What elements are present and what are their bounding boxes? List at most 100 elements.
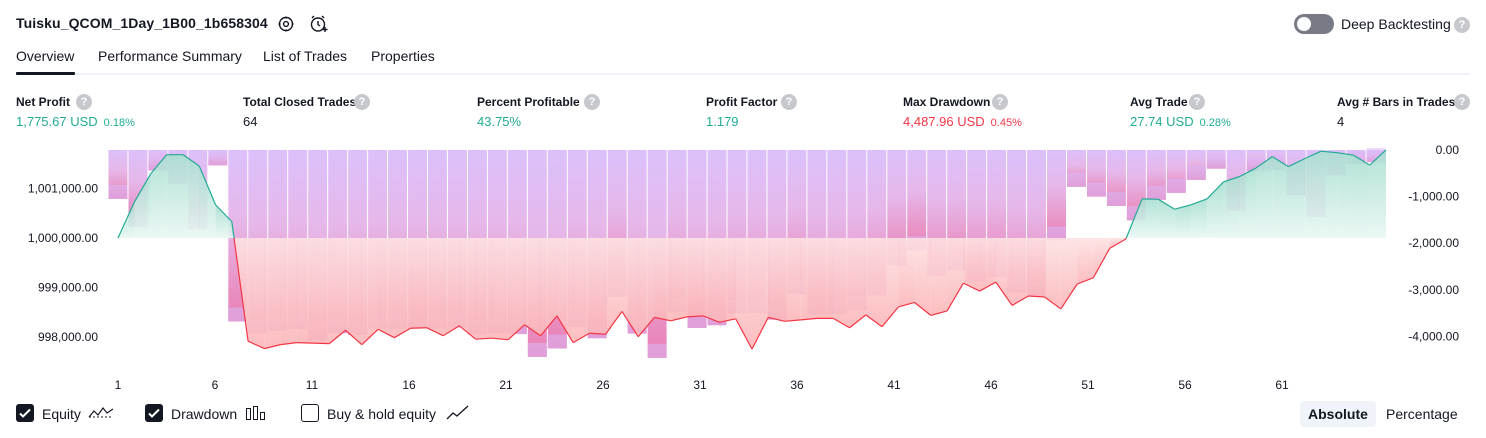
percentage-button[interactable]: Percentage (1378, 401, 1466, 427)
x-axis-tick-label: 11 (306, 378, 319, 392)
drawdown-bar-cap (1187, 166, 1206, 180)
equity-area-segment (768, 238, 784, 321)
drawdown-checkbox[interactable] (145, 404, 163, 422)
avg-bars-help-icon[interactable]: ? (1454, 94, 1470, 110)
equity-area-segment (1321, 151, 1337, 238)
metric-total-closed-trades-label: Total Closed Trades (243, 95, 356, 109)
equity-area-segment (524, 238, 540, 336)
x-axis-tick-label: 1 (115, 378, 122, 392)
equity-drawdown-chart: 1,001,000.00 1,000,000.00 999,000.00 998,00… (0, 140, 1486, 395)
drawdown-bar-cap (1207, 155, 1226, 169)
equity-area-segment (1288, 159, 1304, 238)
net-profit-help-icon[interactable]: ? (76, 94, 92, 110)
equity-area-segment (589, 238, 605, 334)
equity-area-segment (1061, 238, 1077, 309)
equity-area-segment (573, 238, 589, 343)
equity-area-segment (1337, 153, 1353, 238)
drawdown-bar-cap (109, 185, 128, 199)
drawdown-bar-cap (528, 343, 547, 357)
active-tab-indicator (16, 72, 75, 75)
legend-drawdown[interactable]: Drawdown (145, 404, 270, 424)
settings-gear-icon[interactable] (276, 14, 296, 34)
drawdown-bar (907, 150, 926, 250)
equity-area-segment (1272, 157, 1288, 238)
metric-percent-profitable-value: 43.75% (477, 114, 521, 129)
equity-area-segment (866, 238, 882, 327)
metric-max-drawdown-label: Max Drawdown (903, 95, 990, 109)
buy-hold-line-icon (446, 404, 470, 422)
metric-percent-profitable-label: Percent Profitable (477, 95, 580, 109)
buy-hold-checkbox[interactable] (301, 404, 319, 422)
tab-list-of-trades[interactable]: List of Trades (263, 48, 347, 64)
drawdown-bar-cap (1087, 183, 1106, 197)
x-axis-tick-label: 61 (1275, 378, 1289, 392)
deep-backtesting-help-icon[interactable]: ? (1454, 17, 1470, 33)
total-closed-trades-help-icon[interactable]: ? (354, 94, 370, 110)
equity-area-segment (443, 238, 459, 336)
x-axis-tick-label: 41 (887, 378, 901, 392)
drawdown-bar-cap (1107, 192, 1126, 206)
buy-hold-label: Buy & hold equity (327, 406, 436, 422)
equity-area-segment (1353, 155, 1369, 238)
drawdown-bar-cap (1167, 179, 1186, 193)
x-axis-tick-label: 6 (212, 378, 219, 392)
avg-trade-help-icon[interactable]: ? (1189, 94, 1205, 110)
deep-backtesting-toggle[interactable] (1294, 14, 1334, 34)
drawdown-bar-cap (548, 335, 567, 349)
equity-area-segment (1077, 238, 1093, 284)
tabs-divider (16, 73, 1470, 75)
percent-profitable-help-icon[interactable]: ? (584, 94, 600, 110)
equity-area-segment (264, 238, 280, 349)
metric-net-profit-label: Net Profit (16, 95, 70, 109)
equity-area-segment (1175, 205, 1191, 238)
drawdown-bar-cap (1147, 186, 1166, 200)
right-axis-tick-label: -3,000.00 (1408, 283, 1459, 297)
x-axis-tick-label: 31 (693, 378, 707, 392)
left-axis-tick-label: 999,000.00 (38, 281, 98, 295)
max-drawdown-help-icon[interactable]: ? (992, 94, 1008, 110)
equity-area-segment (687, 238, 703, 317)
tab-performance-summary[interactable]: Performance Summary (98, 48, 242, 64)
equity-area-segment (1191, 199, 1207, 238)
equity-area-segment (1223, 176, 1239, 238)
equity-area-segment (508, 238, 524, 340)
equity-area-segment (882, 238, 898, 327)
equity-area-segment (947, 238, 963, 311)
tab-overview[interactable]: Overview (16, 48, 74, 64)
legend-buy-hold[interactable]: Buy & hold equity (301, 404, 476, 424)
deep-backtesting-label: Deep Backtesting (1341, 16, 1451, 32)
tab-properties[interactable]: Properties (371, 48, 435, 64)
equity-area-segment (898, 238, 914, 307)
add-alert-clock-icon[interactable] (309, 14, 329, 34)
equity-area-segment (329, 238, 345, 344)
equity-area-segment (1142, 199, 1158, 238)
equity-area-segment (996, 238, 1012, 305)
drawdown-bar-cap (1067, 173, 1086, 187)
equity-area-segment (199, 166, 215, 238)
x-axis-tick-label: 36 (790, 378, 804, 392)
equity-area-segment (362, 238, 378, 345)
metric-net-profit-value: 1,775.67 USD 0.18% (16, 114, 135, 129)
x-axis-tick-label: 21 (499, 378, 513, 392)
left-axis-tick-label: 1,000,000.00 (28, 231, 98, 245)
x-axis-tick-label: 26 (596, 378, 610, 392)
equity-area-segment (1158, 199, 1174, 238)
equity-area-segment (183, 155, 199, 238)
equity-area-segment (785, 238, 801, 321)
right-axis-tick-label: -1,000.00 (1408, 190, 1459, 204)
absolute-button[interactable]: Absolute (1300, 401, 1376, 427)
metric-avg-bars-value: 4 (1337, 114, 1344, 129)
equity-area-segment (411, 238, 427, 328)
equity-area-segment (671, 238, 687, 321)
x-axis-tick-label: 46 (984, 378, 998, 392)
legend-equity[interactable]: Equity (16, 404, 116, 424)
metric-avg-trade-value: 27.74 USD 0.28% (1130, 114, 1231, 129)
x-axis-tick-label: 51 (1081, 378, 1095, 392)
equity-checkbox[interactable] (16, 404, 34, 422)
equity-area-segment (963, 238, 979, 291)
equity-area-segment (1093, 238, 1109, 278)
profit-factor-help-icon[interactable]: ? (781, 94, 797, 110)
equity-area-segment (1028, 238, 1044, 297)
equity-area-segment (719, 238, 735, 322)
equity-area-segment (281, 238, 297, 345)
